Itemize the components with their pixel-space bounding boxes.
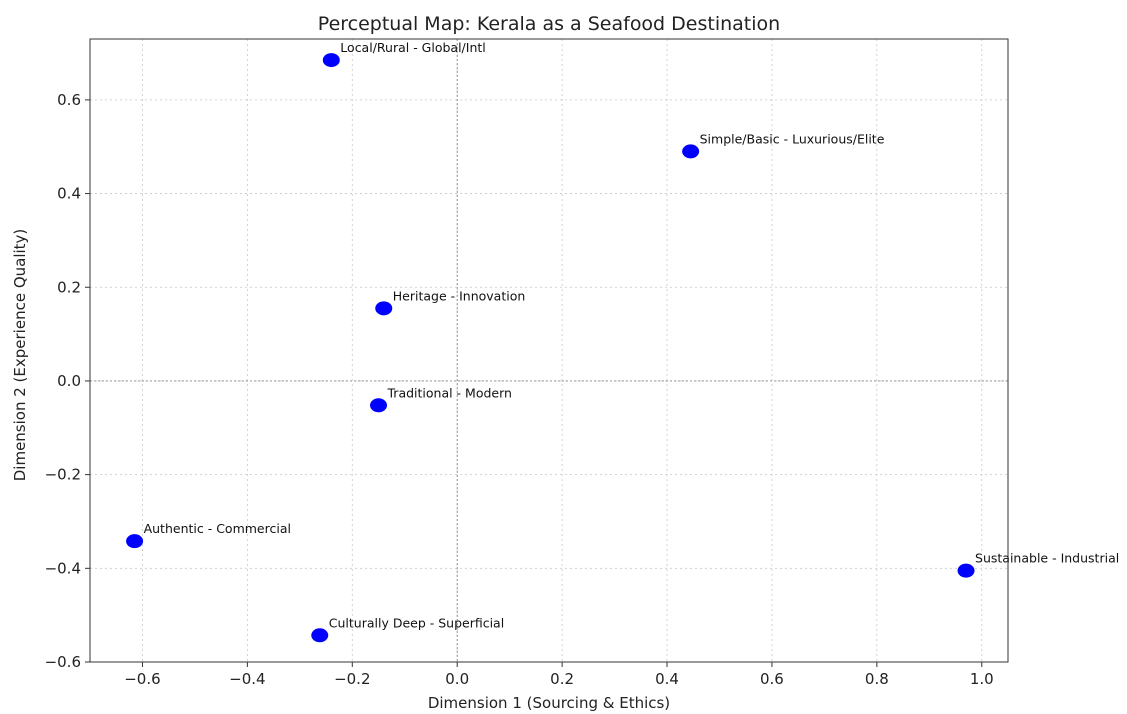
- y-tick-label: 0.6: [57, 91, 81, 109]
- data-point-label: Traditional - Modern: [387, 385, 512, 400]
- x-tick-label: −0.4: [229, 670, 265, 688]
- data-point: [311, 628, 329, 643]
- data-point: [957, 563, 975, 578]
- axis-ticks: −0.6 −0.4 −0.2 0.0 0.2 0.4 0.6 0.8 1.0 −0.6 −0.4 −0…: [45, 91, 994, 688]
- x-tick-label: 0.0: [445, 670, 469, 688]
- data-point-label: Culturally Deep - Superficial: [329, 615, 504, 630]
- data-points: Local/Rural - Global/Intl Simple/Basic - …: [126, 40, 1119, 643]
- data-point-label: Heritage - Innovation: [393, 288, 526, 303]
- data-point: [126, 534, 144, 549]
- y-tick-label: 0.2: [57, 278, 81, 296]
- data-point: [370, 398, 388, 413]
- y-tick-label: 0.4: [57, 185, 81, 203]
- x-tick-label: 0.6: [760, 670, 784, 688]
- y-tick-label: −0.2: [45, 466, 81, 484]
- data-point-label: Simple/Basic - Luxurious/Elite: [700, 131, 885, 146]
- y-axis-label: Dimension 2 (Experience Quality): [11, 229, 29, 482]
- y-tick-label: −0.6: [45, 653, 81, 671]
- x-axis-label: Dimension 1 (Sourcing & Ethics): [428, 694, 670, 712]
- x-tick-label: 0.8: [865, 670, 889, 688]
- reference-lines: [90, 39, 1008, 662]
- x-tick-label: 0.4: [655, 670, 679, 688]
- x-tick-label: −0.2: [334, 670, 370, 688]
- data-point-label: Local/Rural - Global/Intl: [340, 40, 485, 55]
- x-tick-label: 0.2: [550, 670, 574, 688]
- data-point: [375, 301, 393, 316]
- y-tick-label: 0.0: [57, 372, 81, 390]
- data-point-label: Sustainable - Industrial: [975, 551, 1119, 566]
- x-tick-label: 1.0: [970, 670, 994, 688]
- data-point: [682, 144, 700, 159]
- chart-title: Perceptual Map: Kerala as a Seafood Dest…: [318, 13, 780, 35]
- x-tick-label: −0.6: [124, 670, 160, 688]
- data-point-label: Authentic - Commercial: [144, 521, 291, 536]
- data-point: [322, 53, 340, 68]
- plot-frame: [89, 38, 1009, 663]
- y-tick-label: −0.4: [45, 559, 81, 577]
